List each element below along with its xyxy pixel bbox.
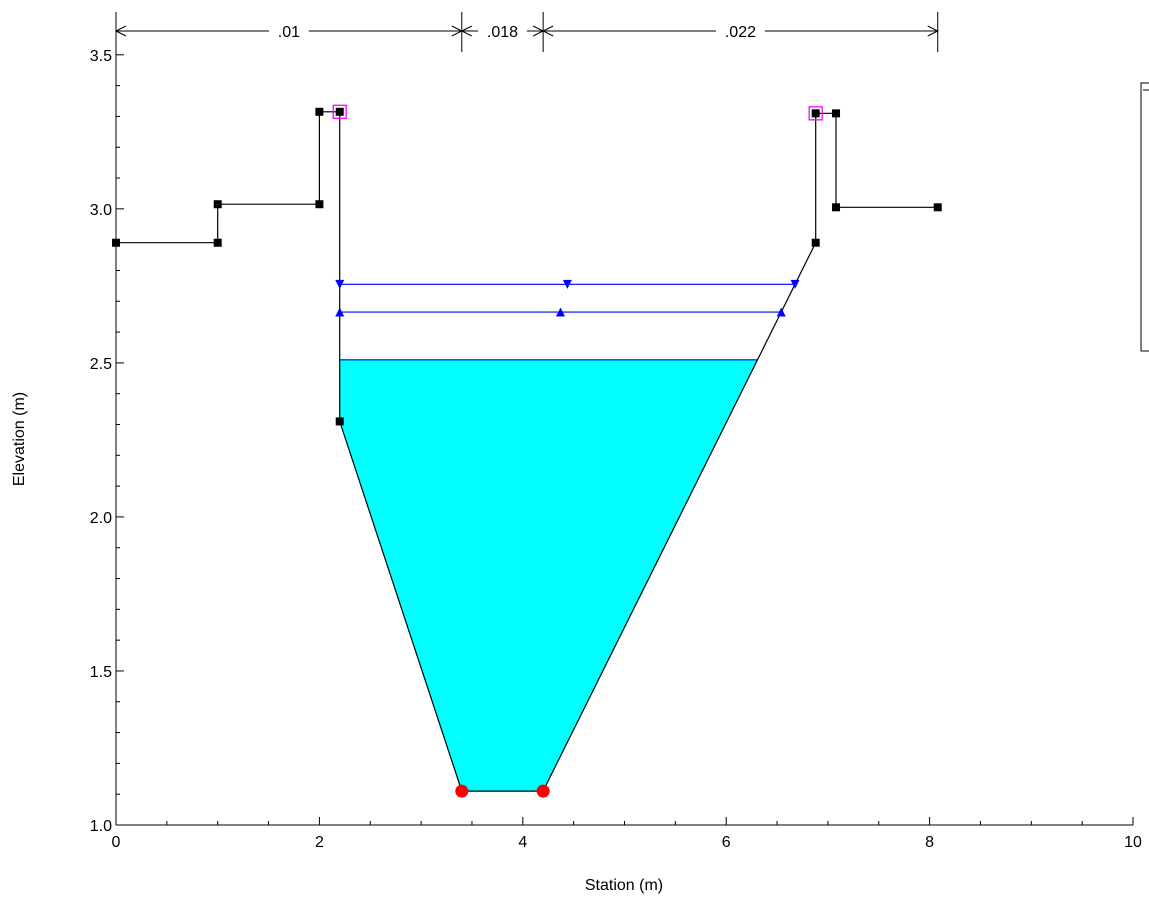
- legend-border: [1140, 82, 1149, 352]
- x-tick-label-1: 2: [315, 834, 324, 851]
- n-label-2: .022: [725, 24, 756, 41]
- ground-point-5: [335, 107, 344, 116]
- n-arrow-right-2: [927, 25, 939, 37]
- y-tick-label-3: 2.5: [90, 356, 112, 373]
- x-tick-label-5: 10: [1124, 834, 1142, 851]
- ground-point-1: [213, 238, 222, 247]
- ground-point-4: [315, 107, 324, 116]
- x-tick-label-4: 8: [925, 834, 934, 851]
- n-arrow-left-2: [542, 25, 554, 37]
- ground-point-3: [315, 200, 324, 209]
- ground-point-6: [335, 417, 344, 426]
- ground-point-9: [832, 109, 841, 118]
- ground-point-8: [811, 109, 820, 118]
- y-tick-label-2: 2.0: [90, 510, 112, 527]
- ground-point-2: [213, 200, 222, 209]
- ground-point-7: [811, 238, 820, 247]
- water-fill: [339, 359, 758, 792]
- legend-box: [1140, 82, 1149, 352]
- n-label-1: .018: [487, 24, 518, 41]
- wsel-marker-0-0: [335, 279, 345, 289]
- y-tick-label-1: 1.5: [90, 664, 112, 681]
- mannings-n-layer: .01 .018 .022: [114, 12, 939, 52]
- x-tick-label-0: 0: [112, 834, 121, 851]
- wsel-marker-0-1: [562, 279, 572, 289]
- wsel-marker-1-0: [335, 307, 345, 317]
- ground-point-10: [832, 203, 841, 212]
- wsel-marker-1-1: [555, 307, 565, 317]
- y-tick-label-4: 3.0: [90, 202, 112, 219]
- y-tick-label-0: 1.0: [90, 818, 112, 835]
- y-axis-title: Elevation (m): [11, 392, 28, 486]
- water-layer: [339, 359, 758, 792]
- x-tick-label-2: 4: [518, 834, 527, 851]
- axis-layer: 0 2 4 6 8 10 1.0 1.5 2.0 2.5 3.0 3.5: [90, 16, 1142, 851]
- bank-station-marker-0: [332, 104, 347, 119]
- y-tick-label-5: 3.5: [90, 48, 112, 65]
- n-label-0: .01: [278, 24, 300, 41]
- wsel-marker-0-2: [790, 279, 800, 289]
- channel-bottom-marker-1: [536, 784, 550, 798]
- wsel-layer: [335, 279, 800, 317]
- x-tick-label-3: 6: [722, 834, 731, 851]
- n-arrow-left-1: [460, 25, 473, 37]
- n-arrow-left-0: [114, 25, 127, 37]
- bank-station-marker-1: [808, 106, 823, 121]
- ground-point-11: [933, 203, 942, 212]
- x-axis-title: Station (m): [585, 877, 663, 894]
- channel-bottom-marker-0: [455, 784, 469, 798]
- wsel-marker-1-2: [776, 307, 786, 317]
